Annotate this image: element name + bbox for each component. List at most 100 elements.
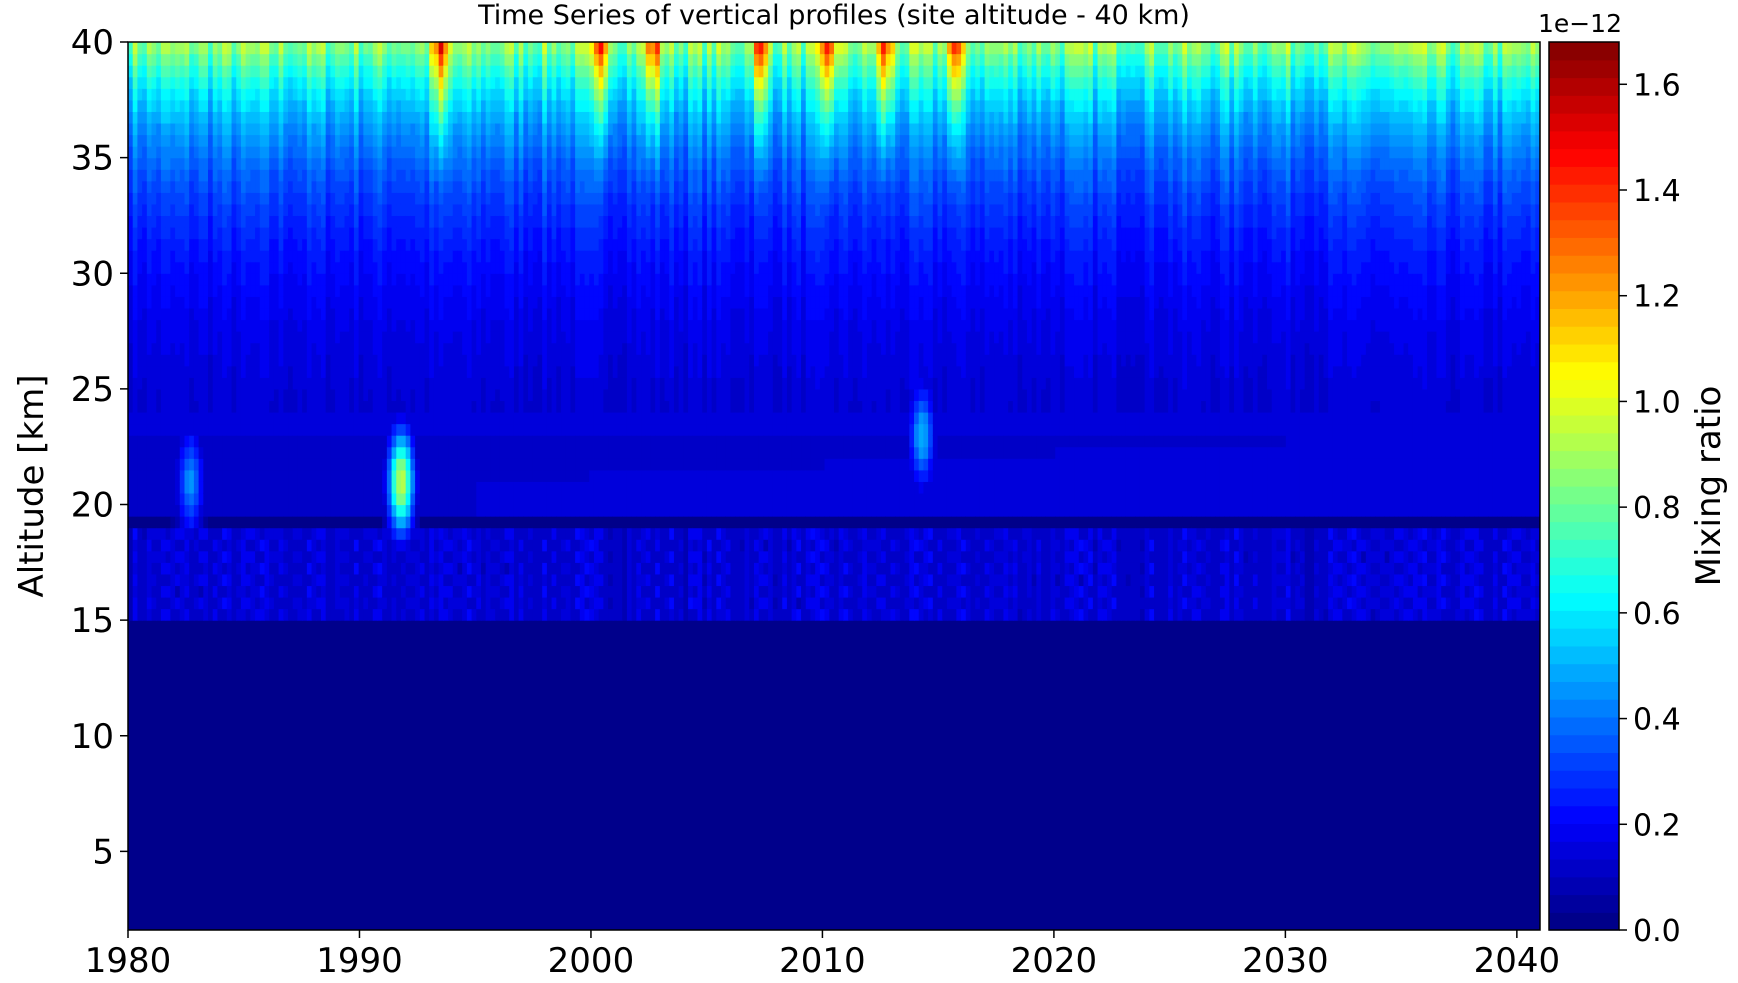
heatmap-cell bbox=[222, 65, 228, 78]
heatmap-cell bbox=[438, 423, 444, 436]
heatmap-cell bbox=[400, 227, 407, 240]
heatmap-cell bbox=[575, 342, 581, 355]
heatmap-cell bbox=[250, 585, 256, 598]
heatmap-cell bbox=[452, 215, 459, 228]
heatmap-cell bbox=[217, 446, 223, 459]
heatmap-cell bbox=[386, 331, 393, 344]
heatmap-cell bbox=[509, 342, 515, 355]
heatmap-cell bbox=[316, 99, 322, 112]
heatmap-cell bbox=[471, 365, 477, 378]
heatmap-cell bbox=[433, 573, 440, 587]
heatmap-cell bbox=[358, 331, 364, 344]
heatmap-cell bbox=[481, 180, 487, 193]
heatmap-cell bbox=[485, 157, 492, 170]
heatmap-cell bbox=[372, 354, 379, 367]
heatmap-cell bbox=[457, 215, 463, 228]
heatmap-column bbox=[391, 42, 397, 621]
heatmap-cell bbox=[462, 342, 468, 355]
heatmap-cell bbox=[198, 157, 204, 170]
heatmap-cell bbox=[222, 169, 228, 182]
heatmap-cell bbox=[288, 585, 294, 598]
heatmap-cell bbox=[184, 273, 190, 286]
heatmap-cell bbox=[325, 331, 331, 344]
heatmap-cell bbox=[575, 423, 581, 436]
heatmap-cell bbox=[462, 423, 468, 436]
heatmap-cell bbox=[415, 65, 421, 78]
heatmap-cell bbox=[132, 365, 139, 378]
heatmap-cell bbox=[523, 342, 529, 355]
heatmap-cell bbox=[240, 481, 247, 494]
heatmap-cell bbox=[264, 203, 270, 217]
heatmap-cell bbox=[245, 423, 251, 436]
heatmap-cell bbox=[448, 42, 454, 55]
heatmap-cell bbox=[240, 53, 247, 66]
heatmap-cell bbox=[269, 238, 275, 251]
heatmap-cell bbox=[146, 388, 153, 402]
heatmap-cell bbox=[363, 608, 369, 621]
heatmap-cell bbox=[429, 134, 435, 147]
heatmap-cell bbox=[386, 203, 393, 217]
heatmap-cell bbox=[320, 585, 327, 598]
heatmap-cell bbox=[584, 76, 590, 89]
heatmap-cell bbox=[156, 192, 162, 205]
heatmap-cell bbox=[142, 65, 148, 78]
heatmap-cell bbox=[193, 365, 200, 378]
heatmap-cell bbox=[462, 550, 468, 563]
heatmap-cell bbox=[212, 377, 219, 390]
heatmap-cell bbox=[217, 423, 223, 436]
heatmap-cell bbox=[443, 527, 449, 540]
heatmap-cell bbox=[189, 88, 195, 101]
heatmap-cell bbox=[349, 458, 355, 471]
heatmap-cell bbox=[208, 423, 214, 436]
heatmap-cell bbox=[349, 65, 355, 78]
heatmap-cell bbox=[575, 157, 581, 170]
heatmap-cell bbox=[518, 227, 524, 240]
heatmap-cell bbox=[584, 238, 590, 251]
heatmap-cell bbox=[471, 134, 477, 147]
heatmap-cell bbox=[344, 539, 350, 552]
heatmap-cell bbox=[288, 227, 294, 240]
heatmap-cell bbox=[217, 273, 223, 286]
heatmap-cell bbox=[556, 388, 562, 402]
heatmap-cell bbox=[203, 88, 209, 101]
heatmap-cell bbox=[518, 458, 524, 471]
heatmap-cell bbox=[433, 42, 440, 55]
heatmap-cell bbox=[325, 42, 331, 55]
heatmap-cell bbox=[504, 76, 510, 89]
heatmap-cell bbox=[259, 122, 266, 136]
heatmap-cell bbox=[156, 307, 162, 321]
heatmap-cell bbox=[236, 215, 242, 228]
heatmap-cell bbox=[438, 261, 444, 274]
heatmap-cell bbox=[415, 354, 421, 367]
heatmap-cell bbox=[165, 388, 171, 402]
heatmap-cell bbox=[132, 377, 139, 390]
heatmap-cell bbox=[156, 261, 162, 274]
heatmap-cell bbox=[240, 76, 247, 89]
heatmap-cell bbox=[311, 111, 317, 124]
heatmap-cell bbox=[457, 319, 463, 332]
heatmap-cell bbox=[292, 550, 299, 563]
heatmap-cell bbox=[288, 76, 294, 89]
heatmap-cell bbox=[240, 562, 247, 575]
heatmap-cell bbox=[579, 354, 586, 367]
heatmap-cell bbox=[170, 53, 176, 66]
heatmap-cell bbox=[142, 42, 148, 55]
heatmap-cell bbox=[259, 134, 266, 147]
heatmap-cell bbox=[198, 88, 204, 101]
heatmap-cell bbox=[391, 527, 397, 540]
heatmap-cell bbox=[452, 203, 459, 217]
heatmap-cell bbox=[391, 331, 397, 344]
heatmap-cell bbox=[537, 146, 543, 159]
heatmap-cell bbox=[160, 573, 167, 587]
heatmap-cell bbox=[349, 331, 355, 344]
heatmap-cell bbox=[330, 203, 336, 217]
heatmap-cell bbox=[565, 180, 572, 193]
heatmap-cell bbox=[344, 296, 350, 309]
heatmap-cell bbox=[151, 608, 157, 621]
heatmap-cell bbox=[509, 99, 515, 112]
heatmap-cell bbox=[419, 296, 426, 309]
heatmap-cell bbox=[528, 412, 534, 425]
heatmap-cell bbox=[189, 562, 195, 575]
heatmap-cell bbox=[240, 585, 247, 598]
heatmap-cell bbox=[570, 238, 576, 251]
